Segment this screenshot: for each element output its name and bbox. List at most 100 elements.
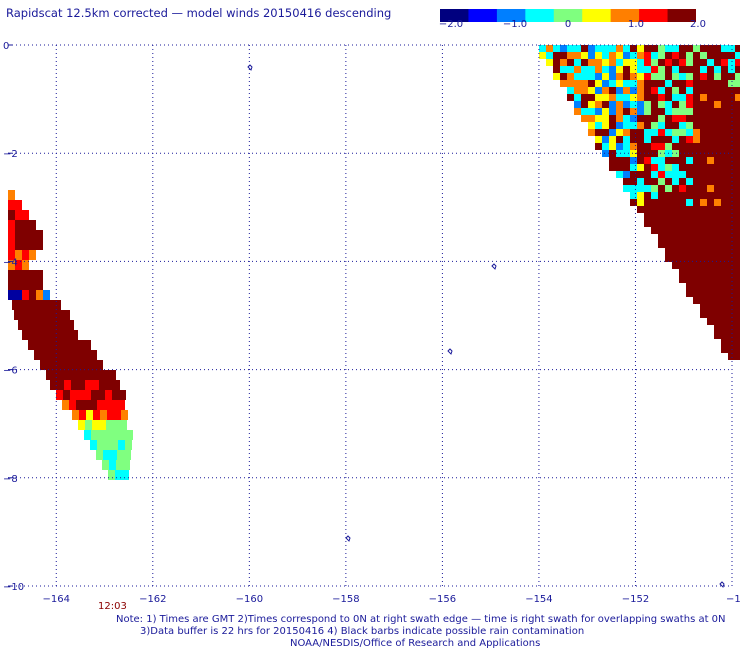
- wind-cell: [721, 255, 728, 262]
- wind-cell: [637, 136, 644, 143]
- wind-cell: [68, 360, 75, 370]
- wind-cell: [616, 122, 623, 129]
- wind-cell: [714, 150, 721, 157]
- wind-cell: [651, 45, 658, 52]
- wind-cell: [700, 213, 707, 220]
- wind-cell: [609, 45, 616, 52]
- wind-cell: [43, 290, 50, 300]
- wind-cell: [721, 185, 728, 192]
- wind-cell: [735, 171, 740, 178]
- wind-cell: [595, 101, 602, 108]
- wind-cell: [616, 101, 623, 108]
- x-tick-label: −158: [332, 594, 359, 605]
- wind-cell: [69, 400, 76, 410]
- wind-cell: [700, 241, 707, 248]
- wind-cell: [672, 213, 679, 220]
- wind-cell: [126, 430, 133, 440]
- wind-cell: [693, 45, 700, 52]
- wind-cell: [637, 52, 644, 59]
- wind-cell: [728, 143, 735, 150]
- wind-cell: [49, 340, 56, 350]
- wind-cell: [616, 66, 623, 73]
- wind-cell: [588, 101, 595, 108]
- wind-cell: [721, 241, 728, 248]
- wind-cell: [707, 227, 714, 234]
- wind-cell: [721, 234, 728, 241]
- wind-cell: [602, 150, 609, 157]
- wind-cell: [658, 59, 665, 66]
- wind-cell: [609, 59, 616, 66]
- wind-cell: [553, 66, 560, 73]
- wind-cell: [728, 297, 735, 304]
- wind-cell: [728, 108, 735, 115]
- wind-cell: [623, 94, 630, 101]
- wind-cell: [735, 227, 740, 234]
- wind-cell: [693, 213, 700, 220]
- wind-cell: [714, 318, 721, 325]
- colorbar: [440, 9, 696, 22]
- wind-cell: [630, 122, 637, 129]
- wind-cell: [40, 360, 47, 370]
- wind-cell: [602, 80, 609, 87]
- wind-cell: [74, 370, 81, 380]
- wind-cell: [36, 280, 43, 290]
- wind-cell: [714, 122, 721, 129]
- wind-cell: [686, 255, 693, 262]
- wind-cell: [700, 276, 707, 283]
- wind-cell: [602, 122, 609, 129]
- wind-cell: [700, 157, 707, 164]
- wind-cell: [50, 330, 57, 340]
- wind-cell: [672, 234, 679, 241]
- wind-cell: [616, 129, 623, 136]
- wind-cell: [76, 400, 83, 410]
- wind-cell: [651, 52, 658, 59]
- wind-cell: [679, 262, 686, 269]
- wind-cell: [602, 129, 609, 136]
- wind-cell: [114, 410, 121, 420]
- wind-cell: [560, 52, 567, 59]
- wind-cell: [588, 129, 595, 136]
- wind-cell: [658, 178, 665, 185]
- wind-cell: [714, 178, 721, 185]
- wind-cell: [581, 52, 588, 59]
- y-tick-label: −4: [3, 257, 18, 268]
- wind-cell: [8, 290, 15, 300]
- wind-cell: [630, 185, 637, 192]
- wind-cell: [560, 80, 567, 87]
- wind-cell: [616, 136, 623, 143]
- wind-cell: [8, 230, 15, 240]
- wind-cell: [623, 171, 630, 178]
- wind-cell: [721, 66, 728, 73]
- wind-cell: [609, 115, 616, 122]
- wind-cell: [686, 276, 693, 283]
- wind-cell: [693, 108, 700, 115]
- wind-cell: [602, 136, 609, 143]
- wind-cell: [574, 80, 581, 87]
- wind-cell: [637, 73, 644, 80]
- wind-cell: [686, 213, 693, 220]
- wind-cell: [651, 213, 658, 220]
- wind-cell: [15, 230, 22, 240]
- wind-cell: [63, 310, 70, 320]
- wind-cell: [595, 136, 602, 143]
- colorbar-tick: 2.0: [690, 19, 706, 30]
- wind-cell: [700, 255, 707, 262]
- wind-cell: [602, 87, 609, 94]
- wind-cell: [630, 136, 637, 143]
- wind-cell: [728, 73, 735, 80]
- wind-cell: [616, 108, 623, 115]
- wind-cell: [644, 108, 651, 115]
- wind-cell: [32, 320, 39, 330]
- wind-cell: [616, 157, 623, 164]
- wind-cell: [63, 390, 70, 400]
- wind-cell: [735, 346, 740, 353]
- wind-cell: [707, 276, 714, 283]
- wind-cell: [700, 115, 707, 122]
- wind-cell: [693, 234, 700, 241]
- wind-cell: [679, 80, 686, 87]
- wind-cell: [679, 157, 686, 164]
- wind-cell: [735, 80, 740, 87]
- wind-cell: [29, 220, 36, 230]
- wind-cell: [735, 262, 740, 269]
- wind-cell: [50, 380, 57, 390]
